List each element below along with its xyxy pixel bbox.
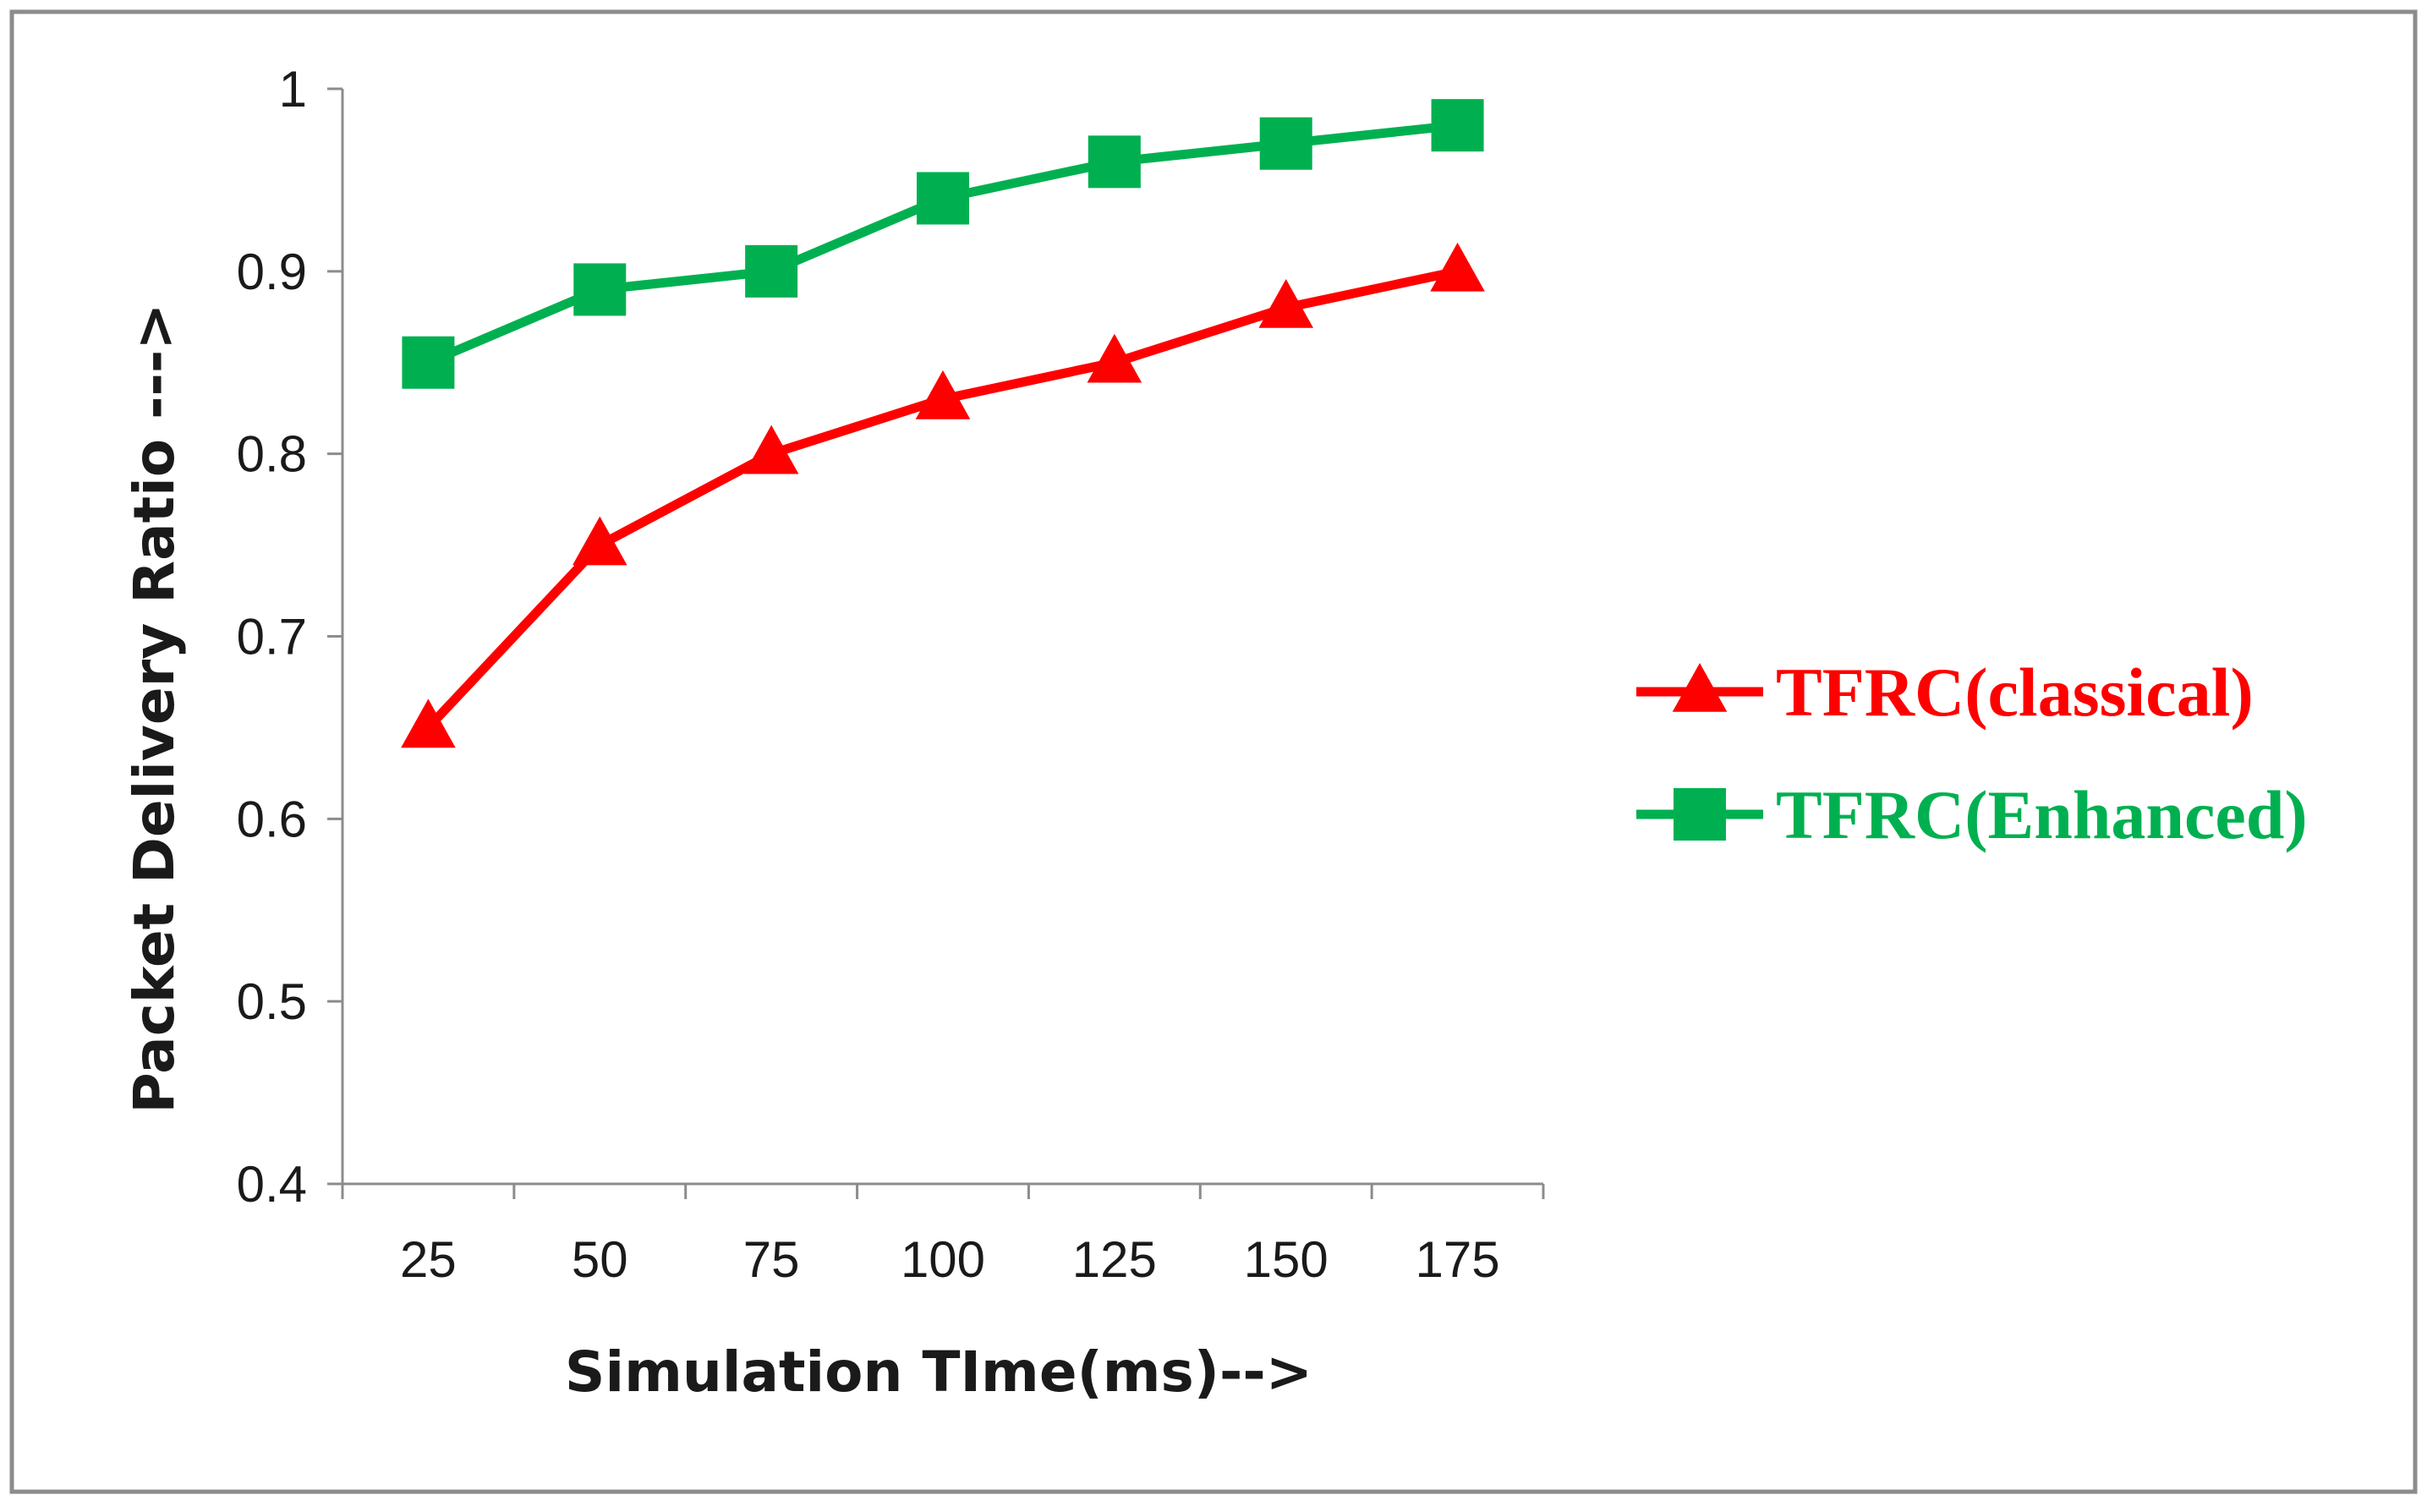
axes	[327, 87, 1545, 1199]
data-point	[573, 263, 627, 316]
legend-marker	[1674, 788, 1726, 841]
y-tick-label: 0.7	[237, 609, 307, 666]
data-point	[1259, 117, 1312, 170]
data-point	[572, 516, 627, 566]
x-axis-title: Simulation TIme(ms)-->	[565, 1339, 1312, 1405]
x-tick-label: 150	[1244, 1231, 1329, 1288]
data-point	[1430, 242, 1485, 292]
legend-label: TFRC(Enhanced)	[1776, 776, 2308, 853]
x-tick-label: 100	[901, 1231, 985, 1288]
y-tick-label: 0.4	[237, 1156, 307, 1213]
data-point	[1258, 279, 1314, 328]
data-point	[1087, 333, 1142, 383]
y-tick-label: 0.6	[237, 791, 307, 847]
data-point	[401, 698, 456, 748]
y-axis-title: Packet Delivery Ratio --->	[122, 303, 187, 1113]
x-tick-label: 25	[400, 1231, 457, 1288]
y-tick-labels: 0.4 0.5 0.6 0.7 0.8 0.9 1	[237, 61, 307, 1213]
x-tick-label: 175	[1416, 1231, 1500, 1288]
legend-marker	[1672, 663, 1728, 712]
y-tick-label: 0.8	[237, 426, 307, 483]
data-point	[915, 370, 971, 419]
x-tick-label: 75	[743, 1231, 800, 1288]
data-point	[1087, 135, 1141, 189]
data-point	[743, 425, 799, 474]
legend: TFRC(classical) TFRC(Enhanced)	[1636, 654, 2308, 853]
data-point	[402, 336, 455, 389]
data-point	[917, 172, 969, 225]
series-enhanced	[402, 99, 1484, 389]
x-tick-label: 50	[572, 1231, 628, 1288]
legend-item-enhanced: TFRC(Enhanced)	[1636, 776, 2308, 853]
y-tick-label: 0.9	[237, 244, 307, 300]
y-tick-label: 0.5	[237, 973, 307, 1030]
legend-label: TFRC(classical)	[1776, 654, 2254, 731]
x-tick-labels: 25 50 75 100 125 150 175	[400, 1231, 1500, 1288]
x-tick-label: 125	[1072, 1231, 1157, 1288]
legend-item-classical: TFRC(classical)	[1636, 654, 2254, 731]
y-tick-label: 1	[279, 61, 307, 118]
chart-border	[9, 9, 2418, 1494]
data-point	[1431, 99, 1484, 152]
series-group	[401, 99, 1485, 748]
data-point	[745, 244, 798, 298]
series-classical	[401, 242, 1485, 748]
